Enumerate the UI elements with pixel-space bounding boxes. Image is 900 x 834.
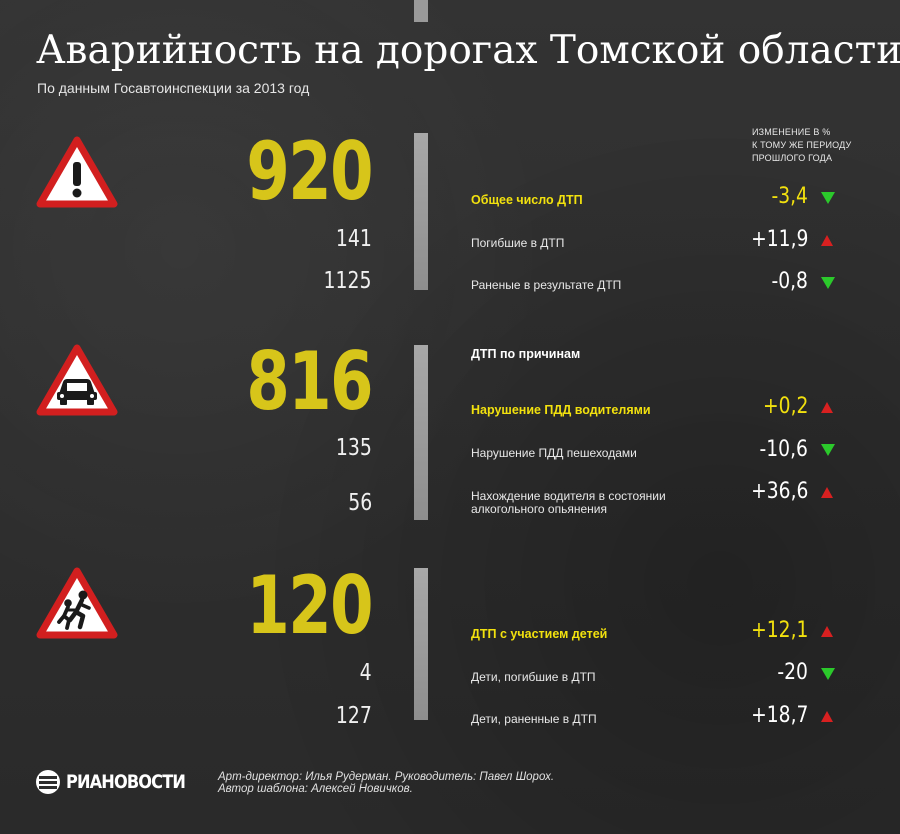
row-value: +0,2 bbox=[762, 394, 808, 419]
row-value: -20 bbox=[777, 660, 808, 685]
arrow-up-icon bbox=[821, 235, 833, 246]
warning-exclamation-icon bbox=[36, 136, 118, 208]
road-marking-top bbox=[414, 0, 428, 22]
row-value: +18,7 bbox=[750, 703, 808, 728]
arrow-up-icon bbox=[821, 711, 833, 722]
logo-mark-icon bbox=[36, 770, 60, 794]
row-value: +11,9 bbox=[750, 227, 808, 252]
pedestrian-violations-number: 135 bbox=[335, 435, 372, 461]
children-deaths-number: 4 bbox=[359, 660, 372, 686]
road-marking-divider bbox=[414, 345, 428, 520]
arrow-down-icon bbox=[821, 277, 835, 289]
row-label: Дети, погибшие в ДТП bbox=[471, 670, 596, 684]
row-label: Раненые в результате ДТП bbox=[471, 278, 622, 292]
accidents-by-cause-number: 816 bbox=[246, 335, 373, 428]
row-label: Погибшие в ДТП bbox=[471, 236, 565, 250]
arrow-down-icon bbox=[821, 668, 835, 680]
arrow-up-icon bbox=[821, 487, 833, 498]
row-label: Нарушение ПДД пешеходами bbox=[471, 446, 637, 460]
arrow-down-icon bbox=[821, 444, 835, 456]
road-marking-divider bbox=[414, 568, 428, 720]
injured-number: 1125 bbox=[323, 268, 372, 294]
row-label: Общее число ДТП bbox=[471, 193, 583, 207]
row-value: +12,1 bbox=[750, 618, 808, 643]
page-subtitle: По данным Госавтоинспекции за 2013 год bbox=[37, 80, 310, 96]
children-accidents-number: 120 bbox=[246, 559, 373, 652]
arrow-up-icon bbox=[821, 402, 833, 413]
row-label-line2: алкогольного опьянения bbox=[471, 502, 607, 516]
section-heading: ДТП по причинам bbox=[471, 347, 581, 361]
logo-text: РИАНОВОСТИ bbox=[66, 771, 186, 793]
children-warning-icon bbox=[36, 567, 118, 639]
row-label: Нахождение водителя в состоянии bbox=[471, 489, 666, 503]
row-value: -10,6 bbox=[759, 437, 808, 462]
credits: Арт-директор: Илья Рудерман. Руководител… bbox=[218, 771, 555, 795]
arrow-up-icon bbox=[821, 626, 833, 637]
row-value: -3,4 bbox=[771, 184, 808, 209]
children-injured-number: 127 bbox=[335, 703, 372, 729]
car-warning-icon bbox=[36, 344, 118, 416]
row-label: Дети, раненные в ДТП bbox=[471, 712, 597, 726]
drunk-driving-number: 56 bbox=[347, 490, 372, 516]
road-marking-divider bbox=[414, 133, 428, 290]
row-value: +36,6 bbox=[750, 479, 808, 504]
row-label: ДТП с участием детей bbox=[471, 627, 608, 641]
page-title: Аварийность на дорогах Томской области bbox=[36, 28, 900, 73]
change-header: ИЗМЕНЕНИЕ В % К ТОМУ ЖЕ ПЕРИОДУ ПРОШЛОГО… bbox=[752, 127, 852, 163]
total-accidents-number: 920 bbox=[246, 125, 373, 218]
row-value: -0,8 bbox=[771, 269, 808, 294]
arrow-down-icon bbox=[821, 192, 835, 204]
row-label: Нарушение ПДД водителями bbox=[471, 403, 651, 417]
deaths-number: 141 bbox=[335, 226, 372, 252]
